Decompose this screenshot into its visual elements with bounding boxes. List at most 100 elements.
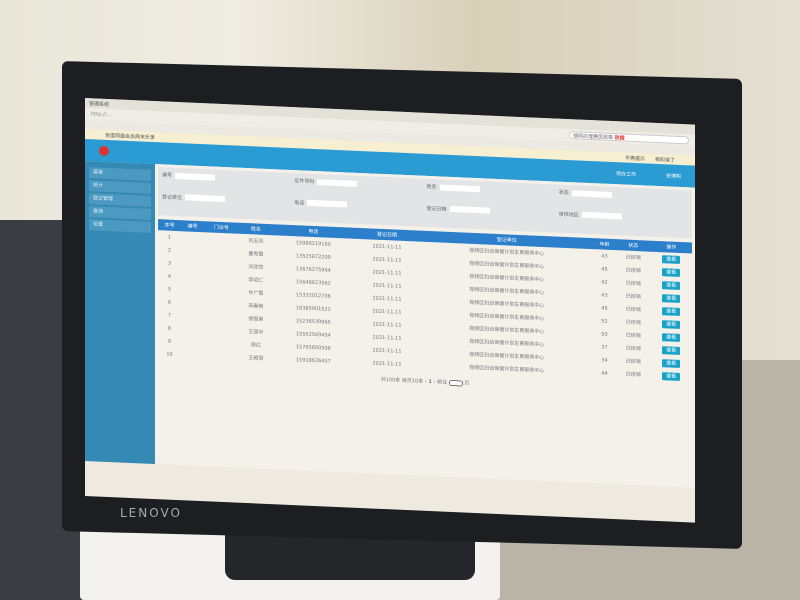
cell-text: 2021-11-11 [372,321,402,329]
view-button[interactable]: 查看 [662,294,681,303]
filter-field[interactable]: 证件号码 [294,177,423,201]
cell-text: 王艳丽 [248,355,264,362]
table-cell: 1 [158,230,181,244]
view-button[interactable]: 查看 [662,359,681,368]
table-cell: 9 [158,334,181,348]
cell-text: 13676275964 [295,265,331,274]
table-cell: 43 [593,249,616,263]
cell-text: 5 [167,286,172,293]
cell-text: 2 [167,247,172,254]
view-button[interactable]: 查看 [662,372,681,381]
cell-text: 已核销 [625,267,641,275]
cell-text: 2021-11-11 [372,282,402,290]
table-cell: 5 [158,282,181,296]
goto-input[interactable] [448,379,463,386]
cell-text: 15986219160 [295,239,331,248]
browser-tab[interactable]: 管理系统 [89,100,110,108]
cell-text: 45 [601,305,608,312]
table-cell [181,296,204,310]
table-cell [181,244,204,258]
view-button[interactable]: 查看 [662,268,681,277]
cell-text: 视频区妇幼保健计划生育服务中心 [469,312,545,323]
sidebar-item[interactable]: 菜单 [89,167,151,181]
current-page[interactable]: 1 [428,378,432,386]
cell-text: 已核销 [625,332,641,340]
cell-text: 视频区妇幼保健计划生育服务中心 [469,247,545,258]
view-button[interactable]: 查看 [662,281,681,290]
table-cell: 王艳丽 [239,351,274,366]
cell-text: 已核销 [625,280,641,288]
sidebar-item[interactable]: 查询 [89,206,151,220]
view-button[interactable]: 查看 [662,346,681,355]
view-button[interactable]: 查看 [662,307,681,316]
cell-text: 43 [601,253,608,260]
table-cell: 50 [593,327,616,341]
filter-field[interactable]: 姓名 [427,183,556,207]
table-cell [181,348,204,362]
table-cell [181,322,204,336]
dismiss-button[interactable]: 不再提示 [624,155,645,162]
table-cell: 45 [593,301,616,315]
todo-link[interactable]: 待办工作 [615,170,636,178]
cell-text: 44 [601,370,608,377]
table-cell: 查看 [651,369,692,384]
logo-icon [99,145,109,157]
cell-text: 37 [601,344,608,351]
cell-text: 52 [601,318,608,325]
filter-field[interactable]: 编号 [162,171,291,195]
cell-text: 42 [601,279,608,286]
cell-text: 8 [167,325,172,332]
cell-text: 视频区妇幼保健计划生育服务中心 [469,273,545,284]
user-menu[interactable]: 安博购 [665,172,681,180]
cell-text: 刘玉凤 [248,238,264,245]
cell-text: 15918626457 [295,356,331,365]
cell-text: 6 [167,299,172,306]
filter-label: 编号 [162,172,173,179]
filter-label: 电话 [294,199,305,207]
cell-text: 13525872209 [295,252,331,261]
cell-text: 已核销 [625,306,641,314]
cell-text: 已核销 [625,319,641,327]
cell-text: 2021-11-11 [372,269,402,277]
table-cell [204,349,239,364]
table-cell: 2021-11-11 [354,356,421,372]
filter-field[interactable]: 审核地区 [559,210,688,234]
table-cell: 8 [158,321,181,335]
cell-text: 视频区妇幼保健计划生育服务中心 [469,286,545,297]
table-cell [181,270,204,284]
page-unit: 页 [464,380,470,387]
cell-text: 34 [601,357,608,364]
view-button[interactable]: 查看 [662,255,681,264]
cell-text: 2021-11-11 [372,334,402,342]
monitor-screen: 管理系统 http://... 搜网办理惠民政策 热搜 百度网盘会员周末乐享 不… [85,98,695,523]
sidebar-item[interactable]: 设置 [89,219,151,233]
filter-field[interactable]: 登记单位 [162,193,291,217]
notice-text: 百度网盘会员周末乐享 [105,132,156,141]
cell-text: 2021-11-11 [372,308,402,316]
cell-text: 周红 [250,342,261,349]
view-button[interactable]: 查看 [662,333,681,342]
cell-text: 7 [167,312,172,319]
filter-field[interactable]: 状态 [559,189,688,213]
filter-label: 审核地区 [558,211,579,219]
search-text: 搜网办理惠民政策 [573,133,614,142]
cell-text: 2021-11-11 [372,256,402,264]
cell-text: 视频区妇幼保健计划生育服务中心 [469,364,545,375]
cell-text: 2021-11-11 [372,243,402,251]
cell-text: 视频区妇幼保健计划生育服务中心 [469,260,545,271]
records-table: 序号 编号 门诊号 姓名 电话 登记日期 登记单位 年龄 状态 操作 1 刘玉凤 15986219160… [158,219,692,383]
table-cell: 34 [593,353,616,367]
table-cell: 44 [593,366,616,380]
ok-button[interactable]: 我知道了 [654,156,675,164]
view-button[interactable]: 查看 [662,320,681,329]
filter-field[interactable]: 电话 [294,199,423,223]
filter-field[interactable]: 登记日期 [427,204,556,228]
table-cell: 52 [593,314,616,328]
cell-text: 宋春艳 [248,303,264,310]
monitor-brand: LENOVO [120,506,182,520]
sidebar-item[interactable]: 登记管理 [89,193,151,207]
pager-info: 共100条 每页10条 [380,376,424,385]
cell-text: 15552569454 [295,330,331,339]
cell-text: 2021-11-11 [372,347,402,355]
sidebar-item[interactable]: 统计 [89,180,151,194]
